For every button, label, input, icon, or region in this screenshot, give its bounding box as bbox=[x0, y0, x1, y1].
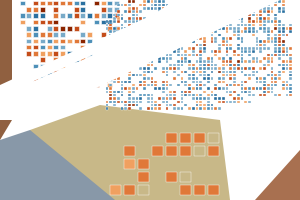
Polygon shape bbox=[0, 130, 115, 200]
Polygon shape bbox=[0, 0, 220, 120]
Polygon shape bbox=[0, 0, 280, 140]
Polygon shape bbox=[255, 150, 300, 200]
Polygon shape bbox=[0, 0, 12, 140]
Polygon shape bbox=[30, 105, 230, 200]
Polygon shape bbox=[0, 0, 220, 120]
Polygon shape bbox=[0, 0, 215, 85]
